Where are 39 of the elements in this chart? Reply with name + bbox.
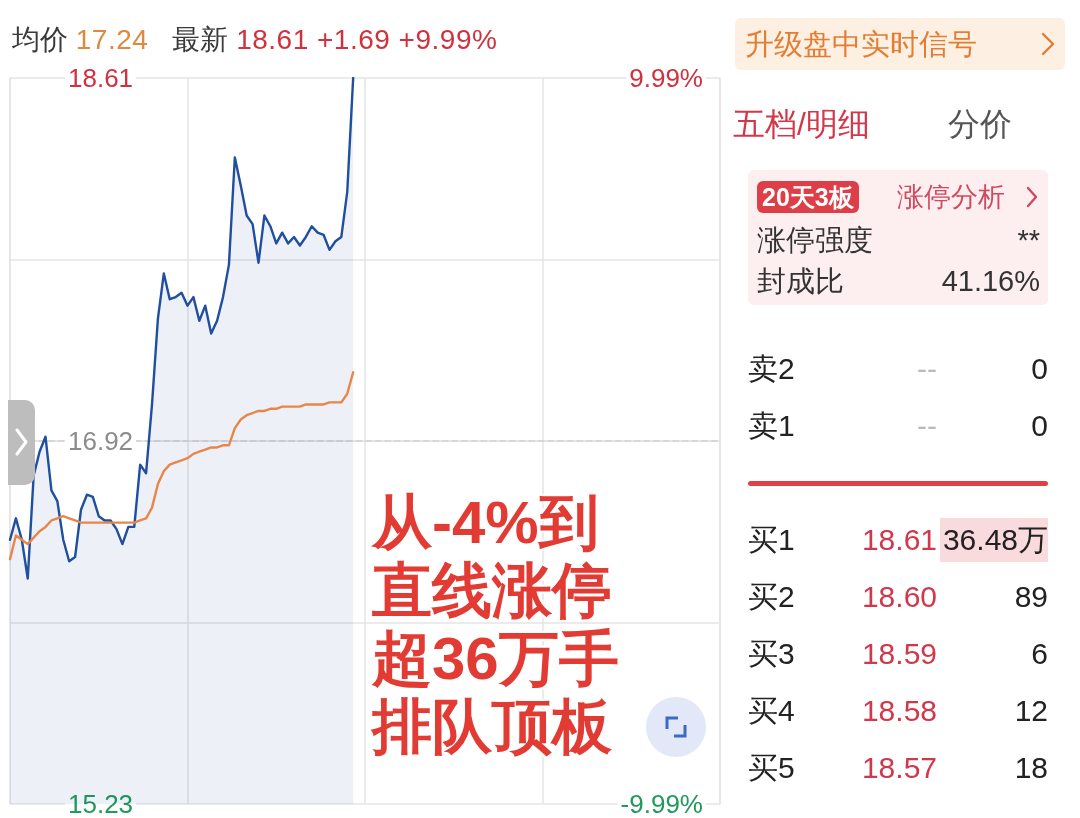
text: 最新 18.61 +1.69 +9.99%	[172, 24, 498, 55]
data-label: --	[917, 408, 937, 444]
data-label: 18.61	[861, 522, 937, 558]
category-label: 卖1	[748, 408, 795, 444]
text: 0	[1031, 408, 1048, 444]
category-label: 买4	[748, 693, 795, 729]
text: 分价	[948, 105, 1012, 144]
text: 封成比	[757, 264, 844, 299]
text: **	[1017, 223, 1040, 258]
y-tick-label: 18.61	[68, 63, 134, 93]
text: 89	[1014, 579, 1048, 615]
text: 18	[1014, 750, 1048, 786]
y2-tick-label: 9.99%	[629, 63, 703, 93]
y2-tick-label: -9.99%	[620, 789, 703, 818]
data-label: 18.60	[861, 579, 937, 615]
text: 升级盘中实时信号	[745, 27, 977, 62]
text: 涨停分析	[897, 181, 1005, 213]
data-label: 18.57	[861, 750, 937, 786]
text: 涨停强度	[757, 223, 873, 258]
category-label: 买2	[748, 579, 795, 615]
annotation: 超36万手排队顶板	[372, 625, 620, 761]
data-label: 18.59	[861, 636, 937, 672]
data-label: 18.58	[861, 693, 937, 729]
data-label: --	[917, 351, 937, 387]
category-label: 买1	[748, 522, 795, 558]
text: 均价 17.24	[12, 24, 149, 55]
category-label: 卖2	[748, 351, 795, 387]
y-tick-label: 15.23	[68, 789, 134, 818]
category-label: 买5	[748, 750, 795, 786]
text: 20天3板	[757, 181, 859, 213]
text: 0	[1031, 351, 1048, 387]
category-label: 买3	[748, 636, 795, 672]
y-tick-label: 16.92	[68, 426, 134, 456]
text: 五档/明细	[733, 105, 870, 144]
text: 12	[1014, 693, 1048, 729]
text: 6	[1031, 636, 1048, 672]
text: 41.16%	[941, 264, 1040, 299]
line-series	[8, 371, 355, 561]
annotation: 从-4%到直线涨停	[372, 489, 613, 625]
